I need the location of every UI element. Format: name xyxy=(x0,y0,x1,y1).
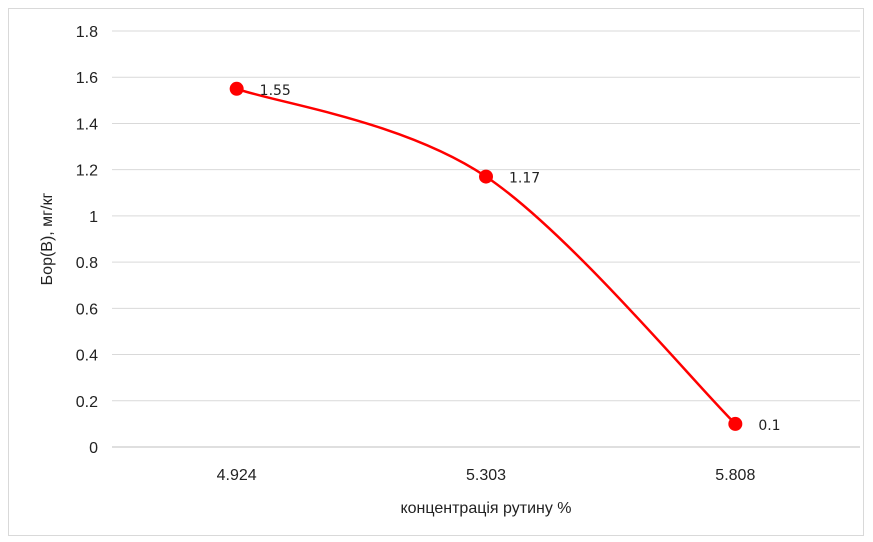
series-markers xyxy=(229,81,743,431)
data-point xyxy=(229,81,244,96)
data-label: 1.17 xyxy=(509,171,540,187)
y-tick-label: 0.4 xyxy=(76,348,98,365)
chart-frame xyxy=(8,8,864,536)
y-axis-title: Бор(В), мг/кг xyxy=(39,193,56,286)
series-line xyxy=(236,87,737,425)
y-tick-labels: 0 0.2 0.4 0.6 0.8 1 1.2 1.4 1.6 1.8 xyxy=(76,24,98,457)
y-tick-label: 1.8 xyxy=(76,24,98,41)
y-tick-label: 1.2 xyxy=(76,163,98,180)
gridlines xyxy=(112,30,860,448)
x-tick-label: 4.924 xyxy=(217,467,257,484)
data-point xyxy=(479,169,493,184)
y-tick-label: 0.2 xyxy=(76,394,98,411)
data-point xyxy=(728,416,743,431)
data-label: 1.55 xyxy=(260,83,291,99)
data-labels: 1.55 1.17 0.1 xyxy=(260,83,781,434)
x-axis-title: концентрація рутину % xyxy=(400,500,571,517)
y-tick-label: 1 xyxy=(89,209,98,226)
x-tick-labels: 4.924 5.303 5.808 xyxy=(217,467,756,484)
y-tick-label: 0.8 xyxy=(76,255,98,272)
x-tick-label: 5.808 xyxy=(715,467,755,484)
y-tick-label: 0 xyxy=(89,440,98,457)
x-tick-label: 5.303 xyxy=(466,467,506,484)
y-tick-label: 1.4 xyxy=(76,116,98,133)
y-tick-label: 0.6 xyxy=(76,301,98,318)
y-tick-label: 1.6 xyxy=(76,70,98,87)
data-label: 0.1 xyxy=(758,418,780,434)
